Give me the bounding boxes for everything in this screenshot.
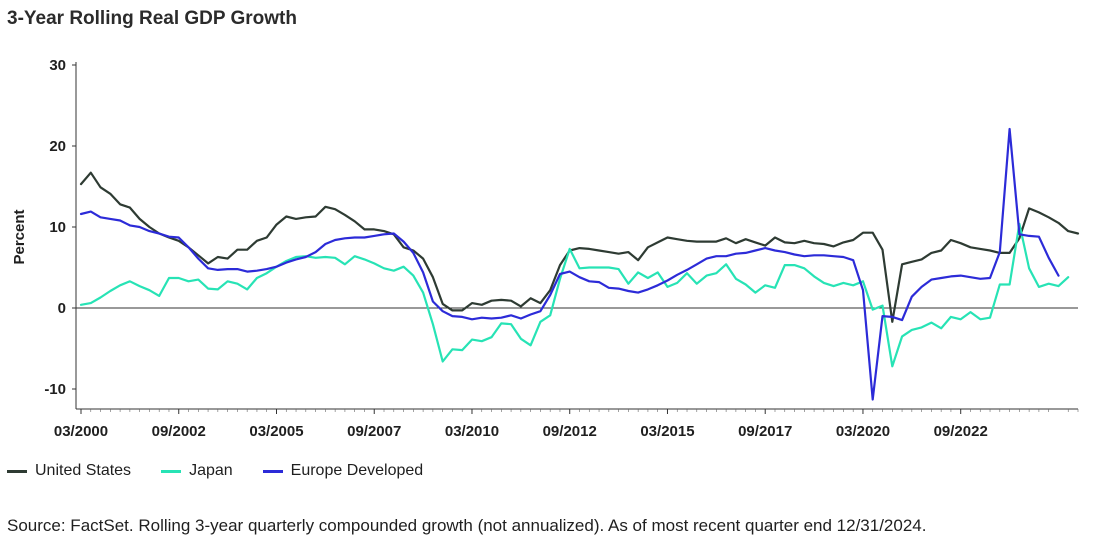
y-tick-label: 20 — [49, 138, 66, 155]
series-line-japan — [79, 222, 1070, 368]
x-tick-label: 03/2020 — [836, 423, 890, 440]
x-tick-label: 03/2010 — [445, 423, 499, 440]
y-tick-label: -10 — [44, 381, 66, 398]
y-tick-label: 0 — [58, 300, 66, 317]
legend: United States Japan Europe Developed — [7, 462, 453, 480]
series-line-united-states — [79, 171, 1080, 323]
x-tick-label: 03/2015 — [640, 423, 694, 440]
legend-swatch-japan — [161, 469, 182, 473]
legend-swatch-europe-developed — [262, 469, 283, 473]
legend-label-japan: Japan — [189, 462, 233, 479]
source-footnote: Source: FactSet. Rolling 3-year quarterl… — [7, 516, 927, 535]
x-tick-label: 09/2007 — [347, 423, 401, 440]
y-axis: -10 0 10 20 30 — [44, 57, 1078, 409]
x-tick-label: 03/2005 — [249, 423, 303, 440]
y-tick-label: 30 — [49, 57, 66, 74]
x-axis: 03/2000 09/2002 03/2005 09/2007 03/2010 09/20… — [54, 408, 1079, 440]
legend-swatch-united-states — [7, 469, 27, 473]
legend-label-united-states: United States — [35, 462, 132, 479]
x-tick-label: 09/2022 — [934, 423, 988, 440]
legend-item-europe-developed: Europe Developed — [262, 462, 424, 480]
series-line-europe-developed — [79, 127, 1060, 401]
legend-item-united-states: United States — [7, 462, 131, 480]
x-tick-label: 09/2002 — [152, 423, 206, 440]
x-tick-label: 09/2012 — [543, 423, 597, 440]
x-tick-label: 03/2000 — [54, 423, 108, 440]
legend-label-europe-developed: Europe Developed — [290, 462, 424, 479]
x-tick-label: 09/2017 — [738, 423, 792, 440]
series-lines — [79, 127, 1080, 401]
y-tick-label: 10 — [49, 219, 66, 236]
legend-item-japan: Japan — [161, 462, 233, 480]
y-axis-title: Percent — [11, 209, 28, 264]
chart-title: 3-Year Rolling Real GDP Growth — [7, 8, 297, 29]
